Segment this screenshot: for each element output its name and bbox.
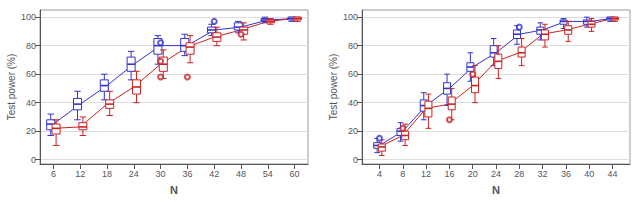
svg-text:20: 20 bbox=[468, 169, 478, 179]
svg-text:32: 32 bbox=[538, 169, 548, 179]
svg-text:0: 0 bbox=[353, 155, 358, 165]
svg-text:60: 60 bbox=[26, 69, 36, 79]
svg-text:42: 42 bbox=[209, 169, 219, 179]
svg-text:Test power (%): Test power (%) bbox=[6, 54, 17, 121]
svg-text:0: 0 bbox=[31, 155, 36, 165]
svg-text:24: 24 bbox=[491, 169, 501, 179]
svg-text:36: 36 bbox=[182, 169, 192, 179]
svg-text:6: 6 bbox=[51, 169, 56, 179]
svg-text:80: 80 bbox=[26, 41, 36, 51]
svg-text:100: 100 bbox=[21, 12, 36, 22]
svg-text:44: 44 bbox=[608, 169, 618, 179]
svg-text:100: 100 bbox=[343, 12, 358, 22]
svg-text:40: 40 bbox=[348, 98, 358, 108]
svg-text:12: 12 bbox=[75, 169, 85, 179]
svg-text:18: 18 bbox=[102, 169, 112, 179]
svg-text:8: 8 bbox=[400, 169, 405, 179]
svg-text:40: 40 bbox=[584, 169, 594, 179]
svg-text:20: 20 bbox=[26, 126, 36, 136]
svg-text:Test power (%): Test power (%) bbox=[328, 54, 339, 121]
svg-text:N: N bbox=[492, 184, 500, 196]
svg-text:16: 16 bbox=[444, 169, 454, 179]
svg-text:30: 30 bbox=[156, 169, 166, 179]
svg-text:28: 28 bbox=[514, 169, 524, 179]
svg-text:12: 12 bbox=[421, 169, 431, 179]
svg-text:N: N bbox=[170, 184, 178, 196]
svg-text:4: 4 bbox=[377, 169, 382, 179]
svg-text:24: 24 bbox=[129, 169, 139, 179]
svg-text:36: 36 bbox=[561, 169, 571, 179]
svg-text:60: 60 bbox=[290, 169, 300, 179]
svg-text:54: 54 bbox=[263, 169, 273, 179]
svg-text:80: 80 bbox=[348, 41, 358, 51]
svg-text:40: 40 bbox=[26, 98, 36, 108]
svg-text:60: 60 bbox=[348, 69, 358, 79]
svg-text:20: 20 bbox=[348, 126, 358, 136]
svg-text:48: 48 bbox=[236, 169, 246, 179]
